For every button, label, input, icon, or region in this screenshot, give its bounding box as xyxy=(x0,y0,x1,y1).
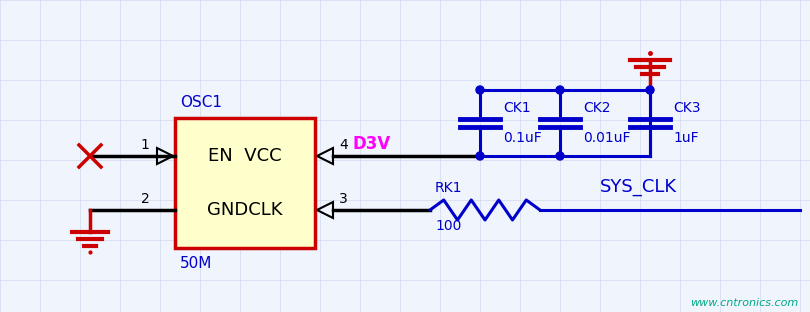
Circle shape xyxy=(476,152,484,160)
Text: SYS_CLK: SYS_CLK xyxy=(600,178,677,196)
Text: 3: 3 xyxy=(339,192,347,206)
Text: CK3: CK3 xyxy=(673,101,701,115)
Text: 4: 4 xyxy=(339,138,347,152)
Text: 0.01uF: 0.01uF xyxy=(583,131,630,145)
Text: 1: 1 xyxy=(141,138,149,152)
Text: 100: 100 xyxy=(435,219,462,233)
Text: EN  VCC: EN VCC xyxy=(208,147,282,165)
Text: 1uF: 1uF xyxy=(673,131,698,145)
Text: CK1: CK1 xyxy=(503,101,531,115)
Circle shape xyxy=(556,86,564,94)
Text: D3V: D3V xyxy=(353,135,391,153)
Bar xyxy=(175,118,315,248)
Text: GNDCLK: GNDCLK xyxy=(207,201,283,219)
Text: RK1: RK1 xyxy=(435,181,463,195)
Circle shape xyxy=(646,86,654,94)
Text: 2: 2 xyxy=(141,192,149,206)
Text: 0.1uF: 0.1uF xyxy=(503,131,542,145)
Text: CK2: CK2 xyxy=(583,101,611,115)
Circle shape xyxy=(476,86,484,94)
Text: 50M: 50M xyxy=(180,256,212,271)
Text: www.cntronics.com: www.cntronics.com xyxy=(690,298,798,308)
Circle shape xyxy=(556,152,564,160)
Text: OSC1: OSC1 xyxy=(180,95,222,110)
